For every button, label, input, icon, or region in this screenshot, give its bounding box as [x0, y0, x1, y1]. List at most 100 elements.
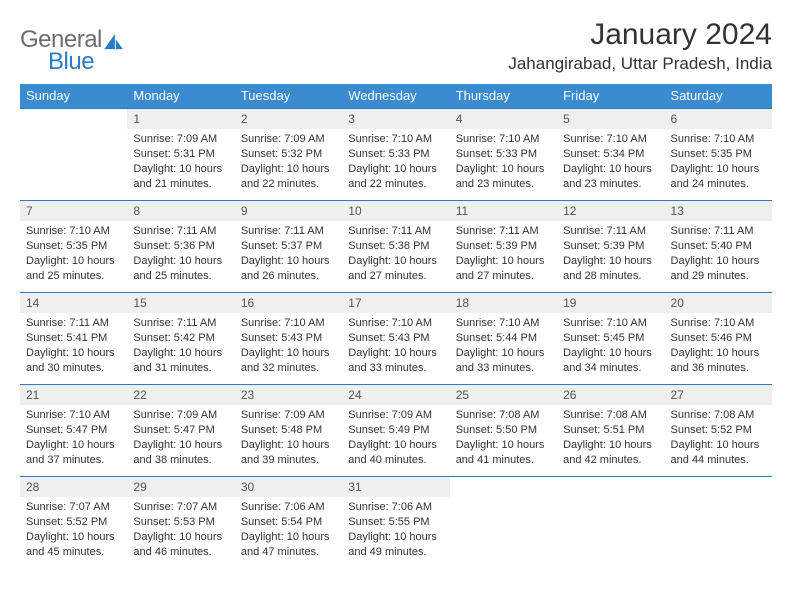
sunrise-line: Sunrise: 7:10 AM: [671, 132, 766, 147]
day-cell-empty: [557, 477, 664, 569]
daylight-line: Daylight: 10 hours and 27 minutes.: [348, 254, 443, 284]
day-cell: 19Sunrise: 7:10 AMSunset: 5:45 PMDayligh…: [557, 293, 664, 385]
daylight-line: Daylight: 10 hours and 22 minutes.: [348, 162, 443, 192]
sunrise-line: Sunrise: 7:09 AM: [133, 132, 228, 147]
sunrise-line: Sunrise: 7:10 AM: [348, 132, 443, 147]
day-number: 29: [127, 477, 234, 497]
sunrise-line: Sunrise: 7:10 AM: [671, 316, 766, 331]
day-details: Sunrise: 7:09 AMSunset: 5:47 PMDaylight:…: [127, 405, 234, 471]
day-details: Sunrise: 7:11 AMSunset: 5:37 PMDaylight:…: [235, 221, 342, 287]
sunrise-line: Sunrise: 7:10 AM: [241, 316, 336, 331]
day-details: Sunrise: 7:11 AMSunset: 5:38 PMDaylight:…: [342, 221, 449, 287]
dow-friday: Friday: [557, 84, 664, 109]
calendar-table: Sunday Monday Tuesday Wednesday Thursday…: [20, 84, 772, 569]
calendar-week-row: 1 Sunrise: 7:09 AMSunset: 5:31 PM Daylight…: [20, 109, 772, 201]
day-cell-empty: [20, 109, 127, 201]
day-details: Sunrise: 7:06 AMSunset: 5:55 PMDaylight:…: [342, 497, 449, 563]
sunrise-line: Sunrise: 7:09 AM: [133, 408, 228, 423]
day-cell: 3Sunrise: 7:10 AMSunset: 5:33 PMDaylight…: [342, 109, 449, 201]
day-details: Sunrise: 7:08 AMSunset: 5:51 PMDaylight:…: [557, 405, 664, 471]
daylight-line: Daylight: 10 hours and 30 minutes.: [26, 346, 121, 376]
sunrise-line: Sunrise: 7:11 AM: [133, 224, 228, 239]
day-cell: 9Sunrise: 7:11 AMSunset: 5:37 PMDaylight…: [235, 201, 342, 293]
day-number: 19: [557, 293, 664, 313]
dow-saturday: Saturday: [665, 84, 772, 109]
day-number: 6: [665, 109, 772, 129]
dow-thursday: Thursday: [450, 84, 557, 109]
day-number: 28: [20, 477, 127, 497]
day-cell: 17Sunrise: 7:10 AMSunset: 5:43 PMDayligh…: [342, 293, 449, 385]
sunrise-line: Sunrise: 7:11 AM: [456, 224, 551, 239]
calendar-week-row: 14Sunrise: 7:11 AMSunset: 5:41 PMDayligh…: [20, 293, 772, 385]
daylight-line: Daylight: 10 hours and 44 minutes.: [671, 438, 766, 468]
day-details: Sunrise: 7:07 AMSunset: 5:52 PMDaylight:…: [20, 497, 127, 563]
page-title: January 2024: [508, 18, 772, 52]
day-details: Sunrise: 7:10 AMSunset: 5:43 PMDaylight:…: [235, 313, 342, 379]
sunset-line: Sunset: 5:37 PM: [241, 239, 336, 254]
sunset-line: Sunset: 5:50 PM: [456, 423, 551, 438]
sunset-line: Sunset: 5:41 PM: [26, 331, 121, 346]
day-details: Sunrise: 7:08 AMSunset: 5:50 PMDaylight:…: [450, 405, 557, 471]
day-number: 1: [127, 109, 234, 129]
sunrise-line: Sunrise: 7:10 AM: [456, 316, 551, 331]
sunrise-line: Sunrise: 7:10 AM: [26, 224, 121, 239]
sunset-line: Sunset: 5:48 PM: [241, 423, 336, 438]
sunset-line: Sunset: 5:31 PM: [133, 147, 228, 162]
sunset-line: Sunset: 5:52 PM: [671, 423, 766, 438]
daylight-line: Daylight: 10 hours and 47 minutes.: [241, 530, 336, 560]
day-details: Sunrise: 7:10 AMSunset: 5:44 PMDaylight:…: [450, 313, 557, 379]
day-number: 14: [20, 293, 127, 313]
brand-logo: GeneralBlue: [20, 18, 125, 76]
day-cell: 25Sunrise: 7:08 AMSunset: 5:50 PMDayligh…: [450, 385, 557, 477]
dow-header-row: Sunday Monday Tuesday Wednesday Thursday…: [20, 84, 772, 109]
day-details: Sunrise: 7:10 AMSunset: 5:45 PMDaylight:…: [557, 313, 664, 379]
day-details: Sunrise: 7:10 AMSunset: 5:35 PMDaylight:…: [665, 129, 772, 195]
sunset-line: Sunset: 5:51 PM: [563, 423, 658, 438]
day-cell: 22Sunrise: 7:09 AMSunset: 5:47 PMDayligh…: [127, 385, 234, 477]
day-details: Sunrise: 7:11 AMSunset: 5:39 PMDaylight:…: [557, 221, 664, 287]
day-number: 16: [235, 293, 342, 313]
day-cell: 5Sunrise: 7:10 AMSunset: 5:34 PMDaylight…: [557, 109, 664, 201]
day-cell: 24Sunrise: 7:09 AMSunset: 5:49 PMDayligh…: [342, 385, 449, 477]
calendar-week-row: 21Sunrise: 7:10 AMSunset: 5:47 PMDayligh…: [20, 385, 772, 477]
day-cell: 27Sunrise: 7:08 AMSunset: 5:52 PMDayligh…: [665, 385, 772, 477]
sunset-line: Sunset: 5:43 PM: [348, 331, 443, 346]
daylight-line: Daylight: 10 hours and 34 minutes.: [563, 346, 658, 376]
sunrise-line: Sunrise: 7:09 AM: [241, 408, 336, 423]
day-cell-empty: [665, 477, 772, 569]
day-details: Sunrise: 7:10 AMSunset: 5:35 PMDaylight:…: [20, 221, 127, 287]
sunrise-line: Sunrise: 7:11 AM: [348, 224, 443, 239]
daylight-line: Daylight: 10 hours and 38 minutes.: [133, 438, 228, 468]
day-details: Sunrise: 7:09 AMSunset: 5:48 PMDaylight:…: [235, 405, 342, 471]
sunset-line: Sunset: 5:47 PM: [26, 423, 121, 438]
day-number: 5: [557, 109, 664, 129]
daylight-line: Daylight: 10 hours and 45 minutes.: [26, 530, 121, 560]
day-number: 9: [235, 201, 342, 221]
sunrise-line: Sunrise: 7:10 AM: [456, 132, 551, 147]
day-details: Sunrise: 7:10 AMSunset: 5:33 PMDaylight:…: [450, 129, 557, 195]
day-number: 15: [127, 293, 234, 313]
day-details: Sunrise: 7:10 AMSunset: 5:43 PMDaylight:…: [342, 313, 449, 379]
daylight-line: Daylight: 10 hours and 23 minutes.: [456, 162, 551, 192]
day-number: 10: [342, 201, 449, 221]
sunset-line: Sunset: 5:39 PM: [563, 239, 658, 254]
day-cell: 12Sunrise: 7:11 AMSunset: 5:39 PMDayligh…: [557, 201, 664, 293]
day-number: 20: [665, 293, 772, 313]
day-cell: 14Sunrise: 7:11 AMSunset: 5:41 PMDayligh…: [20, 293, 127, 385]
sunset-line: Sunset: 5:35 PM: [26, 239, 121, 254]
day-cell: 18Sunrise: 7:10 AMSunset: 5:44 PMDayligh…: [450, 293, 557, 385]
day-number: 23: [235, 385, 342, 405]
daylight-line: Daylight: 10 hours and 26 minutes.: [241, 254, 336, 284]
sunset-line: Sunset: 5:44 PM: [456, 331, 551, 346]
day-details: Sunrise: 7:10 AMSunset: 5:47 PMDaylight:…: [20, 405, 127, 471]
day-number: 30: [235, 477, 342, 497]
day-cell: 20Sunrise: 7:10 AMSunset: 5:46 PMDayligh…: [665, 293, 772, 385]
daylight-line: Daylight: 10 hours and 46 minutes.: [133, 530, 228, 560]
day-details: Sunrise: 7:09 AMSunset: 5:49 PMDaylight:…: [342, 405, 449, 471]
sunset-line: Sunset: 5:35 PM: [671, 147, 766, 162]
sunset-line: Sunset: 5:36 PM: [133, 239, 228, 254]
day-number: 8: [127, 201, 234, 221]
day-cell: 7Sunrise: 7:10 AMSunset: 5:35 PMDaylight…: [20, 201, 127, 293]
day-number: 22: [127, 385, 234, 405]
sunset-line: Sunset: 5:33 PM: [348, 147, 443, 162]
